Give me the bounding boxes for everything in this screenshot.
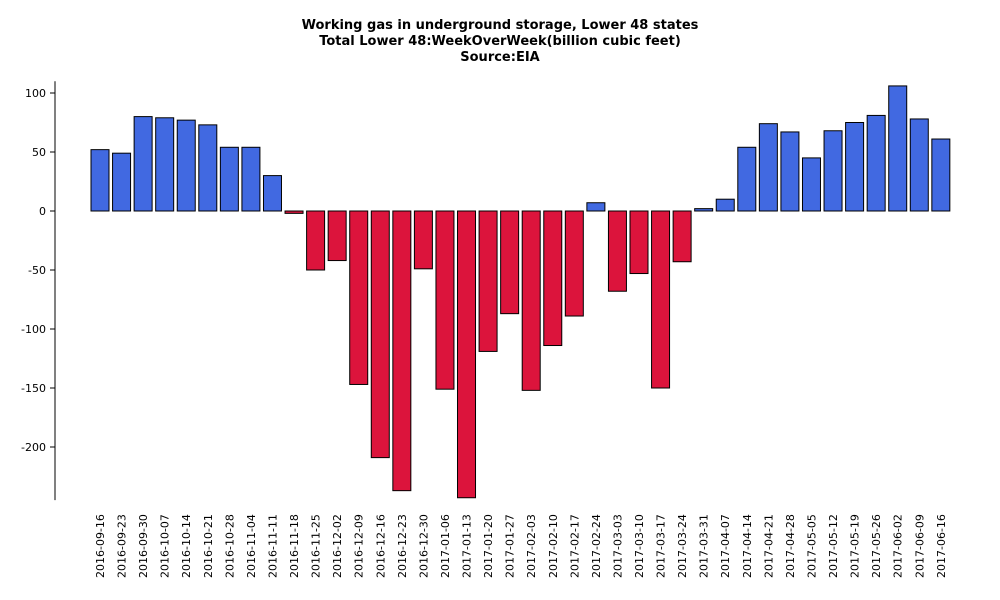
x-tick-label: 2017-04-14 [741, 514, 754, 578]
bar-2016-09-23 [112, 152, 132, 212]
bar-2016-11-25 [306, 210, 326, 271]
bar-2017-02-24 [586, 202, 606, 212]
x-tick-label: 2017-06-02 [892, 514, 905, 578]
bar-2016-12-23 [392, 210, 412, 492]
bar-2017-02-17 [564, 210, 584, 317]
x-tick-label: 2017-02-17 [568, 514, 581, 578]
x-tick-label: 2017-05-05 [805, 514, 818, 578]
x-tick-label: 2016-09-16 [94, 514, 107, 578]
x-tick-label: 2016-11-18 [288, 514, 301, 578]
x-tick-label: 2017-04-21 [762, 514, 775, 578]
chart-subtitle: Total Lower 48:WeekOverWeek(billion cubi… [319, 34, 681, 49]
bar-2016-10-14 [176, 119, 196, 212]
bar-2017-03-17 [651, 210, 671, 389]
bar-2016-09-16 [90, 149, 110, 212]
x-axis-labels: 2016-09-16 2016-09-23 2016-09-30 2016-10-07… [94, 514, 948, 578]
bar-2017-06-02 [888, 85, 908, 212]
bar-2017-02-10 [543, 210, 563, 347]
x-tick-label: 2016-09-30 [137, 514, 150, 578]
x-tick-label: 2017-03-31 [698, 514, 711, 578]
x-tick-label: 2017-01-13 [461, 514, 474, 578]
bar-2017-03-24 [672, 210, 692, 263]
y-tick-label: 100 [25, 87, 46, 100]
x-tick-label: 2016-12-23 [396, 514, 409, 578]
y-tick-label: -50 [28, 264, 46, 277]
bar-2017-06-09 [909, 118, 929, 212]
x-tick-label: 2017-02-03 [525, 514, 538, 578]
bar-2016-12-30 [413, 210, 433, 270]
x-tick-label: 2016-09-23 [116, 514, 129, 578]
y-tick-label: 50 [32, 146, 46, 159]
bar-2016-11-18 [284, 210, 304, 214]
y-tick-label: 0 [39, 205, 46, 218]
bar-2017-01-27 [500, 210, 520, 315]
bar-2016-11-11 [262, 175, 282, 212]
bar-2017-05-05 [801, 157, 821, 212]
x-tick-label: 2017-02-10 [547, 514, 560, 578]
x-tick-label: 2017-01-27 [504, 514, 517, 578]
x-tick-label: 2017-04-07 [719, 514, 732, 578]
bar-2017-03-10 [629, 210, 649, 275]
bar-2017-02-03 [521, 210, 541, 391]
chart-titles: Working gas in underground storage, Lowe… [0, 18, 1000, 66]
x-tick-label: 2017-06-09 [913, 514, 926, 578]
x-tick-label: 2016-11-04 [245, 514, 258, 578]
y-tick-label: -200 [21, 441, 46, 454]
x-tick-label: 2017-02-24 [590, 514, 603, 578]
chart-source: Source:EIA [460, 50, 540, 65]
x-tick-label: 2016-12-16 [374, 514, 387, 578]
x-tick-label: 2016-12-30 [417, 514, 430, 578]
bar-2017-04-14 [737, 146, 757, 212]
x-tick-label: 2017-05-12 [827, 514, 840, 578]
bar-2016-09-30 [133, 116, 153, 212]
x-tick-label: 2017-03-10 [633, 514, 646, 578]
x-tick-label: 2016-10-07 [159, 514, 172, 578]
bar-2017-03-03 [607, 210, 627, 292]
bar-2017-06-16 [931, 138, 951, 212]
bar-2016-11-04 [241, 146, 261, 212]
x-tick-label: 2017-05-26 [870, 514, 883, 578]
bar-2017-04-21 [758, 123, 778, 212]
bar-2016-12-16 [370, 210, 390, 459]
bar-2017-05-12 [823, 130, 843, 212]
bar-2017-04-28 [780, 131, 800, 212]
x-tick-label: 2016-10-21 [202, 514, 215, 578]
bar-2017-05-19 [845, 122, 865, 212]
bars-group [90, 85, 951, 499]
bar-2017-01-20 [478, 210, 498, 352]
x-tick-label: 2016-12-02 [331, 514, 344, 578]
bar-2016-10-21 [198, 124, 218, 212]
x-tick-label: 2016-11-25 [310, 514, 323, 578]
x-tick-label: 2017-03-03 [611, 514, 624, 578]
x-tick-label: 2016-10-14 [180, 514, 193, 578]
bar-2017-03-31 [694, 208, 714, 212]
x-tick-label: 2017-04-28 [784, 514, 797, 578]
x-tick-label: 2017-01-06 [439, 514, 452, 578]
bar-2016-12-09 [349, 210, 369, 385]
x-tick-label: 2016-12-09 [353, 514, 366, 578]
x-tick-label: 2017-06-16 [935, 514, 948, 578]
y-tick-label: -150 [21, 382, 46, 395]
x-tick-label: 2017-01-20 [482, 514, 495, 578]
bar-2017-01-13 [457, 210, 477, 499]
bar-2017-01-06 [435, 210, 455, 390]
x-tick-label: 2017-03-17 [655, 514, 668, 578]
x-tick-label: 2016-11-11 [266, 514, 279, 578]
y-axis: 100 50 0 -50 -100 -150 -200 [21, 81, 56, 501]
x-tick-label: 2016-10-28 [223, 514, 236, 578]
bar-2017-04-07 [715, 198, 735, 212]
y-tick-label: -100 [21, 323, 46, 336]
bar-2017-05-26 [866, 114, 886, 212]
chart-title: Working gas in underground storage, Lowe… [301, 18, 699, 33]
bar-2016-10-07 [155, 117, 175, 212]
bar-2016-12-02 [327, 210, 347, 262]
x-tick-label: 2017-03-24 [676, 514, 689, 578]
bar-2016-10-28 [219, 146, 239, 212]
x-tick-label: 2017-05-19 [849, 514, 862, 578]
